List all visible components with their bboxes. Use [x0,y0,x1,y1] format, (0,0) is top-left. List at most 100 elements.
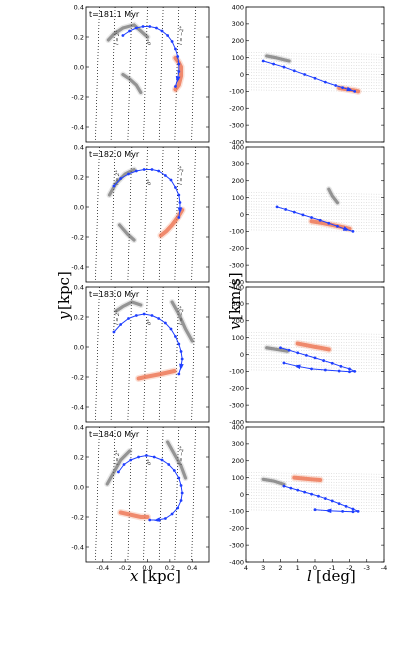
orbit-point [174,85,177,88]
panel-plot-area [246,186,384,233]
orbit-point [179,484,183,487]
gas-halo [169,299,196,344]
y-tick-label: 400 [232,283,244,291]
longitude-line [158,7,164,142]
orbit-point [148,25,152,28]
y-tick-label: 0 [240,351,244,359]
orbit-point [272,62,275,66]
background-streak [246,506,384,509]
panel-frame [245,146,385,283]
panel-frame [245,286,385,423]
orbit-point [166,34,170,37]
background-streak [246,86,384,89]
y-tick-label: -400 [229,278,244,286]
background-streak [246,192,384,195]
longitude-label: l = −2° [178,445,186,465]
background-streak [246,89,384,92]
orbit-point [339,364,343,368]
orbit-arrow [346,86,353,92]
panel-plot-area: l = 2° 0° l = −2° [95,287,196,422]
orbit-point [152,455,156,459]
panel-title: t=183.0 Myr [89,290,140,299]
background-streak [246,200,384,204]
orbit-point [119,323,123,326]
longitude-line [110,147,116,282]
orbit-point [170,40,174,43]
background-streak [246,483,384,486]
orbit-point [169,327,173,331]
orbit-point [330,499,334,503]
background-streak [246,195,384,198]
y-tick-label: 300 [232,440,244,448]
y-tick-label: -0.2 [71,373,84,381]
orbit-point [351,229,355,233]
x-tick-label: -3 [364,564,370,572]
orbit-point [353,89,357,93]
orbit-point [134,314,138,317]
gas-filament [117,223,136,242]
x-right-var: l [307,567,312,585]
gas-halo [263,344,291,355]
gas-filament [170,300,194,343]
orbit-point [174,47,177,51]
longitude-line [127,427,133,562]
background-streak [246,349,384,352]
orbit-point [310,216,313,219]
longitude-line [143,147,148,282]
y-left-label-group: y [kpc] [55,271,73,321]
background-streak [246,486,384,489]
orbit-point [179,499,183,502]
y-left-var: y [55,311,73,321]
gas-halo [263,52,293,64]
background-streak [246,72,384,75]
orbit-point [174,335,177,338]
longitude-line [95,427,100,562]
y-tick-label: 400 [232,143,244,151]
orbit-point [317,494,320,498]
y-right-var: v [226,321,244,330]
y-tick-label: -200 [229,245,244,253]
y-tick-label: -100 [229,228,244,236]
background-streak [246,66,384,69]
orbit-point [344,504,348,508]
longitude-line [191,147,196,282]
orbit-point [172,469,176,472]
orbit-point [303,73,307,76]
x-tick-label: -1 [329,564,335,572]
longitude-line [127,287,133,422]
y-tick-label: 100 [232,194,244,202]
longitude-label: l = −2° [178,165,186,185]
orbit-point [144,454,148,457]
orbit-point [337,369,341,373]
orbit-point [128,29,132,33]
longitude-line [110,7,116,142]
longitude-label: l = 2° [114,450,121,466]
background-streak [246,52,384,55]
y-tick-label: 0.0 [74,483,84,491]
y-tick-label: -0.4 [71,263,84,271]
longitude-line [143,287,148,422]
orbit-point [341,509,344,513]
panel-title: t=182.0 Myr [89,150,140,159]
orbit-point [177,70,181,73]
gas-halo [113,298,144,314]
background-streak [246,501,384,504]
y-right-label-group: v [km/s] [226,272,244,330]
orbit-point [337,502,341,506]
background-streak [246,226,384,229]
tracer-halo [135,367,178,382]
orbit-point [348,367,351,371]
orbit-point [141,25,145,28]
background-streak [246,492,384,495]
orbit-arrow [325,508,332,514]
orbit-line [113,169,181,218]
orbit-point [334,84,338,87]
background-streak [246,495,384,498]
y-tick-label: 200 [232,177,244,185]
background-streak [246,475,384,478]
background-streak [246,209,384,212]
y-tick-label: -400 [229,558,244,566]
orbit-point [112,184,116,188]
orbit-point [341,86,344,90]
x-tick-label: 1 [296,564,300,572]
